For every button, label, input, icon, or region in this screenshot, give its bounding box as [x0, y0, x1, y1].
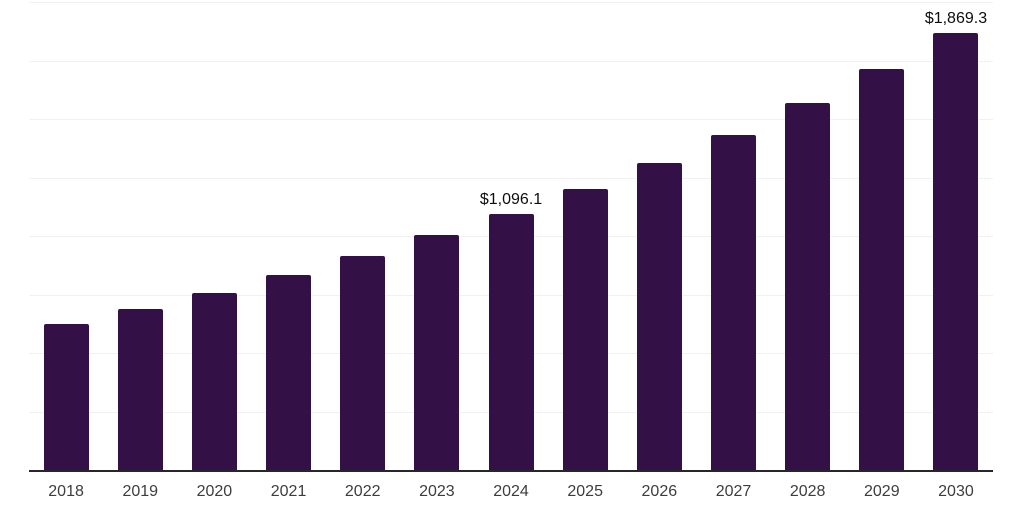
bar-2020	[191, 293, 237, 470]
bar-slot	[177, 2, 251, 470]
bars: $1,096.1 $1,869.3	[29, 2, 993, 470]
bar-2030: $1,869.3	[925, 10, 987, 470]
gridline	[29, 177, 993, 179]
gridline	[29, 60, 993, 62]
bar-slot	[845, 2, 919, 470]
bar-2019	[117, 308, 163, 470]
bar-slot: $1,869.3	[919, 2, 993, 470]
bar-2023	[414, 235, 460, 470]
bar-slot	[326, 2, 400, 470]
x-axis-label-2024: 2024	[493, 483, 529, 500]
x-axis-label-2019: 2019	[122, 483, 159, 500]
bar-slot	[103, 2, 177, 470]
x-axis-label-2029: 2029	[864, 483, 900, 500]
x-axis-label-2022: 2022	[344, 483, 381, 500]
bar-2028	[785, 103, 831, 470]
bar-2029	[859, 68, 905, 470]
x-axis-label-2026: 2026	[641, 483, 678, 500]
bar-slot	[251, 2, 325, 470]
bar-2021	[266, 275, 312, 470]
x-axis-label-2020: 2020	[196, 483, 233, 500]
bar-2018	[43, 323, 89, 470]
bar-slot	[696, 2, 770, 470]
gridline	[29, 119, 993, 120]
bar-slot	[29, 2, 103, 470]
bar-2025	[562, 188, 608, 470]
x-axis-label-2025: 2025	[567, 483, 603, 500]
x-axis-label-2027: 2027	[715, 483, 752, 500]
bar-2022	[340, 255, 386, 470]
bar-value-label-2024: $1,096.1	[479, 190, 543, 208]
bar-slot: $1,096.1	[474, 2, 548, 470]
bar-slot	[548, 2, 622, 470]
bar-slot	[622, 2, 696, 470]
bar-slot	[400, 2, 474, 470]
gridline	[29, 2, 993, 3]
bar-2027	[710, 134, 756, 470]
x-axis-label-2021: 2021	[270, 483, 307, 500]
x-axis-label-2023: 2023	[419, 483, 455, 500]
x-axis-label-2030: 2030	[938, 483, 974, 500]
bar-2024: $1,096.1	[480, 191, 542, 470]
plot-area: $1,096.1 $1,869.3	[29, 2, 993, 472]
x-axis-label-2018: 2018	[48, 483, 84, 500]
bar-slot	[771, 2, 845, 470]
x-axis-label-2028: 2028	[789, 483, 826, 500]
bar-2026	[636, 163, 682, 470]
bar-value-label-2030: $1,869.3	[924, 9, 988, 27]
x-axis-labels: 2018 2019 2020 2021 2022 2023 2024 2025 2026 2027…	[29, 482, 993, 502]
